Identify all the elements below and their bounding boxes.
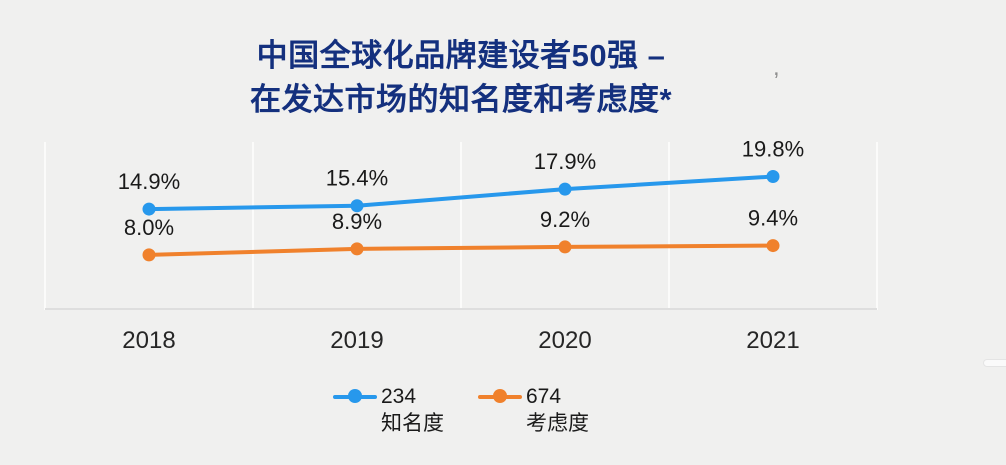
legend-value: 674 xyxy=(526,385,562,408)
chart-title-line1: 中国全球化品牌建设者50强 – xyxy=(256,38,666,73)
x-tick-label: 2018 xyxy=(122,327,175,354)
point-label: 14.9% xyxy=(118,169,180,194)
legend-dot-swatch xyxy=(348,389,362,403)
data-point xyxy=(350,199,364,213)
x-tick-label: 2020 xyxy=(538,327,591,354)
legend-label: 考虑度 xyxy=(526,412,589,435)
data-point xyxy=(142,202,156,216)
series-line-1 xyxy=(147,243,775,257)
data-point xyxy=(558,240,572,254)
data-point xyxy=(558,182,572,196)
x-tick-label: 2019 xyxy=(330,327,383,354)
point-label: 17.9% xyxy=(534,149,596,174)
point-label: 8.9% xyxy=(332,209,382,234)
legend-value: 234 xyxy=(381,385,417,408)
point-label: 15.4% xyxy=(326,166,388,191)
legend-text-awareness: 234 知名度 xyxy=(381,383,444,437)
point-label: 9.4% xyxy=(748,206,798,231)
legend-dot-swatch xyxy=(493,389,507,403)
legend-text-consideration: 674 考虑度 xyxy=(526,383,589,437)
scrollbar-thumb-fragment xyxy=(983,359,1006,367)
stray-comma-mark: , xyxy=(773,54,780,81)
point-label: 19.8% xyxy=(742,137,804,162)
data-point xyxy=(766,239,780,253)
point-label: 8.0% xyxy=(124,215,174,240)
legend-item-awareness: 234 知名度 xyxy=(333,383,444,437)
data-point xyxy=(142,248,156,262)
x-tick-label: 2021 xyxy=(746,327,799,354)
data-point xyxy=(766,170,780,184)
chart-title-line2: 在发达市场的知名度和考虑度* xyxy=(249,82,673,117)
point-label: 9.2% xyxy=(540,207,590,232)
series-line-0 xyxy=(147,174,775,212)
legend-label: 知名度 xyxy=(381,412,444,435)
awareness-legend-marker-icon xyxy=(333,383,377,410)
chart-legend: 234 知名度 674 考虑度 xyxy=(45,383,877,437)
legend-item-consideration: 674 考虑度 xyxy=(478,383,589,437)
data-point xyxy=(350,242,364,256)
consideration-legend-marker-icon xyxy=(478,383,522,410)
chart-title: 中国全球化品牌建设者50强 – 在发达市场的知名度和考虑度* xyxy=(45,34,877,122)
